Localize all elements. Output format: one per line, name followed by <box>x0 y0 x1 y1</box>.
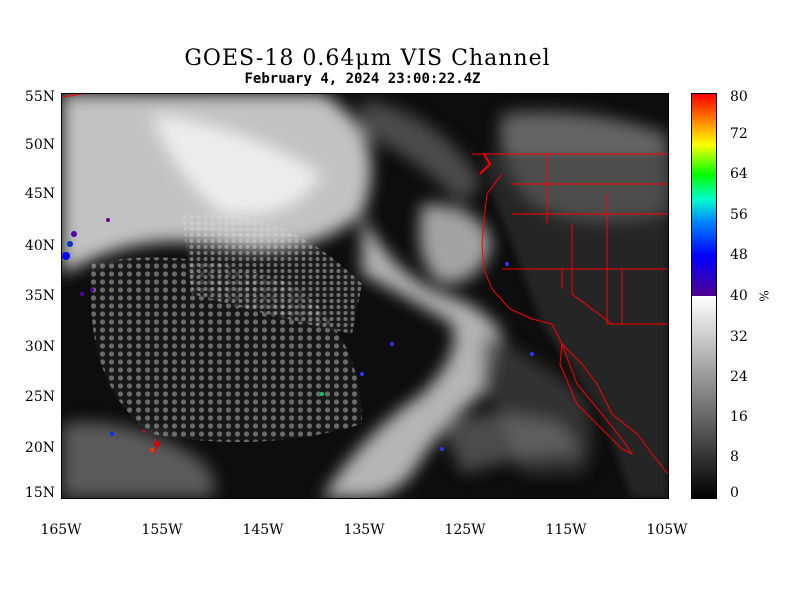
colorbar-label: 8 <box>730 449 739 465</box>
state-boundaries <box>502 154 668 325</box>
x-tick-label: 155W <box>141 522 183 538</box>
colorbar-label: 32 <box>730 329 748 345</box>
cold-cloud-speckles <box>62 218 534 452</box>
hawaii-islands <box>141 429 159 455</box>
alaska-corner <box>62 94 83 98</box>
y-tick-label: 25N <box>24 389 55 405</box>
colorbar-label: 72 <box>730 126 748 142</box>
west-coastline <box>481 173 668 475</box>
colorbar-units: % <box>756 290 771 302</box>
y-tick-label: 50N <box>24 137 55 153</box>
satellite-map-svg <box>62 94 668 498</box>
y-tick-label: 35N <box>24 288 55 304</box>
baja-peninsula <box>559 343 634 456</box>
y-tick-label: 40N <box>24 238 55 254</box>
colorbar-label: 64 <box>730 166 748 182</box>
political-boundaries <box>62 94 668 475</box>
colorbar <box>691 93 717 499</box>
x-tick-label: 115W <box>545 522 587 538</box>
chart-title: GOES-18 0.64μm VIS Channel <box>184 46 551 71</box>
colorbar-label: 16 <box>730 409 748 425</box>
land-region <box>482 154 668 498</box>
puget-sound <box>479 153 492 175</box>
colorbar-label: 24 <box>730 369 748 385</box>
y-tick-label: 55N <box>24 89 55 105</box>
chart-subtitle: February 4, 2024 23:00:22.4Z <box>244 71 481 87</box>
y-tick-label: 15N <box>24 485 55 501</box>
y-tick-label: 30N <box>24 339 55 355</box>
x-tick-label: 165W <box>40 522 82 538</box>
x-tick-label: 145W <box>242 522 284 538</box>
x-tick-label: 135W <box>343 522 385 538</box>
x-tick-label: 125W <box>444 522 486 538</box>
x-tick-label: 105W <box>646 522 688 538</box>
colorbar-gray-segment <box>692 296 716 498</box>
colorbar-label: 48 <box>730 247 748 263</box>
satellite-image <box>61 93 669 499</box>
y-tick-label: 20N <box>24 440 55 456</box>
colorbar-color-segment <box>692 94 716 296</box>
colorbar-label: 0 <box>730 485 739 501</box>
colorbar-label: 80 <box>730 89 748 105</box>
y-tick-label: 45N <box>24 186 55 202</box>
colorbar-label: 56 <box>730 207 748 223</box>
colorbar-label: 40 <box>730 288 748 304</box>
